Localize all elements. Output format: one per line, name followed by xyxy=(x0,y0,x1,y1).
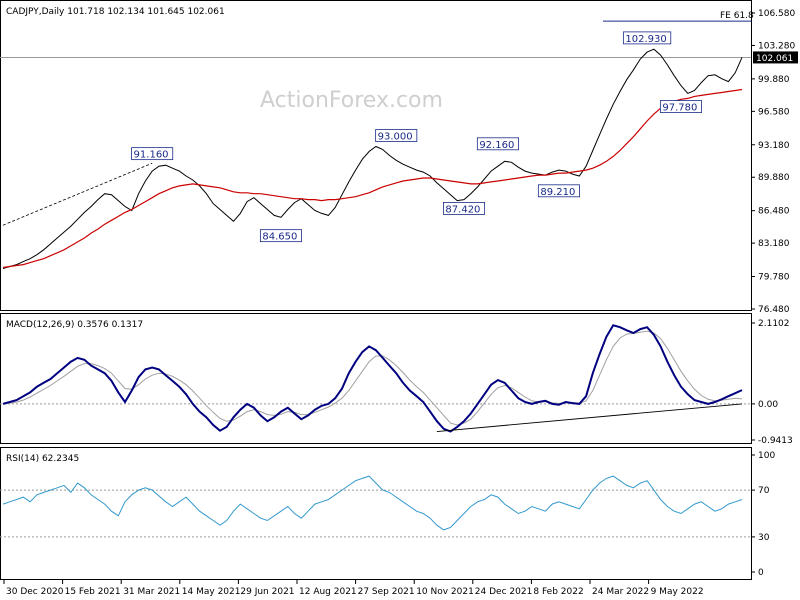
x-axis-label: 27 Sep 2021 xyxy=(358,587,415,597)
price-axis-label: 93.180 xyxy=(758,141,790,151)
x-axis-label: 15 Feb 2021 xyxy=(65,587,121,597)
macd-axis-label: 2.1102 xyxy=(758,319,790,329)
price-axis-label: 106.580 xyxy=(758,9,795,19)
rsi-header: RSI(14) 62.2345 xyxy=(6,454,79,464)
price-series-line xyxy=(2,48,743,269)
x-axis-label: 24 Mar 2022 xyxy=(592,587,649,597)
macd-signal-line xyxy=(2,330,743,426)
macd-trendline xyxy=(436,403,743,432)
callout-label: 91.160 xyxy=(134,150,169,161)
rsi-line xyxy=(2,475,743,531)
price-axis-label: 79.780 xyxy=(758,273,790,283)
rsi-marks xyxy=(0,475,751,538)
callout-box xyxy=(375,129,418,142)
x-axis-label: 14 May 2021 xyxy=(182,587,241,597)
x-axis-label: 12 Aug 2021 xyxy=(299,587,357,597)
price-marks: 91.160 84.650 93.000 87.420 92.160 89.210 102.… xyxy=(2,31,743,269)
callout-box xyxy=(659,100,702,113)
price-axis-label: 83.180 xyxy=(758,239,790,249)
callout-label: 93.000 xyxy=(378,132,413,143)
rsi-panel-frame xyxy=(0,447,752,580)
callout-box xyxy=(537,184,580,198)
callout-box xyxy=(476,137,519,151)
moving-average-line xyxy=(2,88,743,269)
rsi-axis-label: 30 xyxy=(758,533,770,543)
callout-box xyxy=(131,147,174,161)
price-panel-frame xyxy=(0,0,752,311)
rsi-axis-label: 0 xyxy=(758,568,764,578)
price-axis: 106.580 103.280 99.880 96.580 93.180 89.880 86… xyxy=(751,9,798,315)
macd-axis-label: 0.00 xyxy=(758,400,778,410)
macd-axis-label: -0.9413 xyxy=(758,436,793,446)
callout-label: 92.160 xyxy=(479,140,514,151)
macd-line xyxy=(2,324,743,433)
fe-label: FE 61.8 xyxy=(720,11,754,21)
callout-label: 84.650 xyxy=(262,232,297,243)
watermark: ActionForex.com xyxy=(260,88,443,113)
callout-box xyxy=(622,31,672,45)
price-axis-label: 86.480 xyxy=(758,207,790,217)
price-axis-label: 96.580 xyxy=(758,107,790,117)
x-axis-label: 9 May 2022 xyxy=(651,587,704,597)
rsi-axis: 100 70 30 0 xyxy=(751,451,775,578)
last-price-label: 102.061 xyxy=(756,54,793,64)
callout-label: 102.930 xyxy=(625,34,666,45)
macd-marks xyxy=(0,324,751,433)
x-axis-label: 8 Feb 2022 xyxy=(533,587,583,597)
callout-label: 89.210 xyxy=(540,187,575,198)
price-axis-label: 103.280 xyxy=(758,41,795,51)
x-axis-label: 24 Dec 2021 xyxy=(475,587,533,597)
price-grid: FE 61.8 xyxy=(0,11,754,58)
macd-panel-frame xyxy=(0,313,752,444)
x-axis: 30 Dec 2020 15 Feb 2021 31 Mar 2021 14 May … xyxy=(3,580,704,597)
callout-box xyxy=(443,202,486,215)
price-axis-label: 76.480 xyxy=(758,305,790,315)
callout-label: 97.780 xyxy=(662,103,697,114)
macd-axis: 2.1102 0.00 -0.9413 xyxy=(751,319,793,446)
price-axis-label: 89.880 xyxy=(758,173,790,183)
price-header: CADJPY,Daily 101.718 102.134 101.645 102… xyxy=(6,7,225,17)
rsi-axis-label: 100 xyxy=(758,451,775,461)
dashed-trendline xyxy=(2,162,153,226)
price-axis-label: 99.880 xyxy=(758,75,790,85)
callout-label: 87.420 xyxy=(445,204,480,215)
x-axis-label: 30 Dec 2020 xyxy=(6,587,64,597)
x-axis-label: 31 Mar 2021 xyxy=(123,587,180,597)
x-axis-label: 29 Jun 2021 xyxy=(240,587,294,597)
x-axis-label: 10 Nov 2021 xyxy=(416,587,474,597)
last-price-box xyxy=(753,51,798,64)
callout-box xyxy=(259,229,302,243)
macd-header: MACD(12,26,9) 0.3576 0.1317 xyxy=(6,320,143,330)
rsi-axis-label: 70 xyxy=(758,486,770,496)
